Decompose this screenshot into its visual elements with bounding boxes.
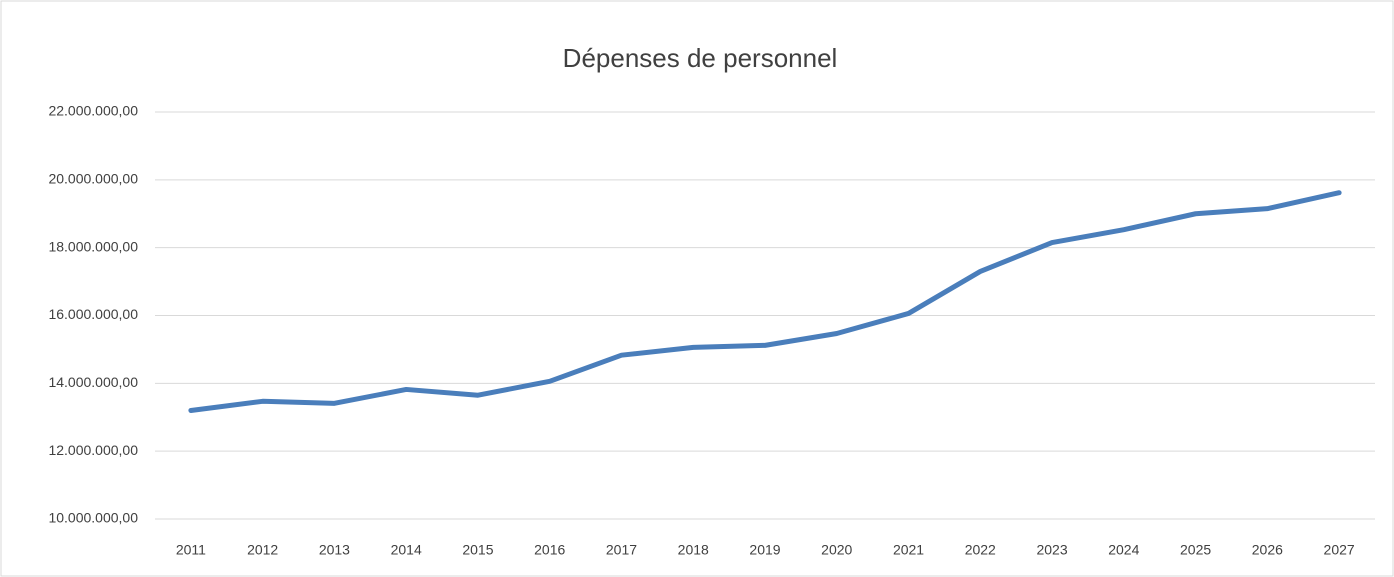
y-tick-label: 10.000.000,00 (48, 510, 138, 526)
x-tick-label: 2020 (821, 542, 852, 558)
chart-title: Dépenses de personnel (563, 43, 838, 73)
data-line (188, 190, 1342, 413)
x-tick-label: 2026 (1252, 542, 1283, 558)
x-tick-label: 2024 (1108, 542, 1139, 558)
x-tick-label: 2027 (1324, 542, 1355, 558)
x-tick-label: 2025 (1180, 542, 1211, 558)
y-tick-label: 14.000.000,00 (48, 374, 138, 390)
y-tick-label: 18.000.000,00 (48, 238, 138, 254)
x-tick-label: 2013 (319, 542, 350, 558)
y-tick-label: 22.000.000,00 (48, 103, 138, 119)
y-tick-label: 20.000.000,00 (48, 171, 138, 187)
x-tick-label: 2012 (247, 542, 278, 558)
x-tick-label: 2022 (965, 542, 996, 558)
x-tick-label: 2023 (1036, 542, 1067, 558)
y-tick-label: 12.000.000,00 (48, 442, 138, 458)
x-tick-label: 2017 (606, 542, 637, 558)
x-tick-label: 2019 (749, 542, 780, 558)
x-tick-label: 2011 (176, 542, 206, 558)
y-tick-label: 16.000.000,00 (48, 306, 138, 322)
x-tick-label: 2018 (678, 542, 709, 558)
x-tick-label: 2015 (462, 542, 493, 558)
x-tick-label: 2014 (391, 542, 422, 558)
x-tick-label: 2021 (893, 542, 924, 558)
x-tick-label: 2016 (534, 542, 565, 558)
